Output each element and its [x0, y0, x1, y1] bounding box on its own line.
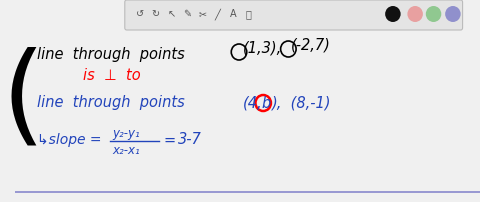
Text: 3-7: 3-7 [178, 133, 202, 147]
Text: line  through  points: line through points [36, 47, 184, 62]
Text: =: = [164, 133, 176, 147]
Text: y₂-y₁: y₂-y₁ [112, 126, 140, 140]
Text: ),  (8,-1): ), (8,-1) [272, 96, 331, 110]
Text: line  through  points: line through points [36, 96, 184, 110]
Text: A: A [230, 9, 237, 19]
Circle shape [408, 6, 423, 22]
Text: x₂-x₁: x₂-x₁ [112, 144, 140, 158]
Text: is  ⊥  to: is ⊥ to [83, 68, 141, 83]
Text: ✂: ✂ [198, 9, 206, 19]
Text: b: b [261, 96, 271, 110]
Text: ↺: ↺ [136, 9, 144, 19]
Text: ↖: ↖ [167, 9, 175, 19]
Text: (-2,7): (-2,7) [291, 38, 331, 53]
Text: ⬛: ⬛ [246, 9, 252, 19]
Text: ✎: ✎ [183, 9, 191, 19]
Text: ↳slope =: ↳slope = [36, 133, 106, 147]
Text: ↻: ↻ [152, 9, 160, 19]
Circle shape [426, 6, 441, 22]
Text: (4,: (4, [243, 96, 263, 110]
Circle shape [445, 6, 461, 22]
Circle shape [385, 6, 401, 22]
Text: ╱: ╱ [215, 8, 221, 20]
Text: (: ( [1, 46, 45, 154]
FancyBboxPatch shape [125, 0, 463, 30]
Text: (1,3),: (1,3), [243, 40, 282, 56]
